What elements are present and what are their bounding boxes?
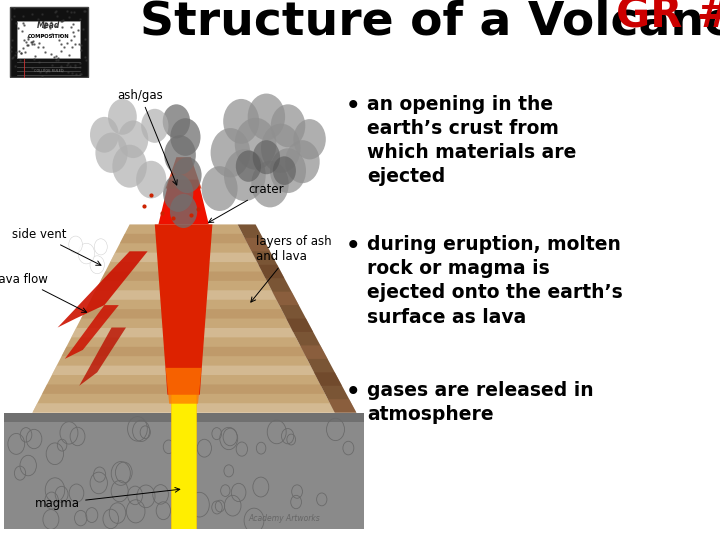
- Polygon shape: [79, 327, 126, 386]
- Text: layers of ash
and lava: layers of ash and lava: [251, 235, 331, 302]
- Text: Academy Artworks: Academy Artworks: [248, 514, 320, 523]
- Circle shape: [202, 166, 238, 211]
- Circle shape: [224, 149, 266, 201]
- Text: Mead: Mead: [37, 21, 60, 30]
- Polygon shape: [91, 291, 276, 300]
- Text: lava flow: lava flow: [0, 273, 86, 312]
- Circle shape: [285, 140, 320, 183]
- Circle shape: [118, 120, 148, 158]
- Polygon shape: [238, 225, 356, 413]
- Text: COLLEGE RULED: COLLEGE RULED: [34, 69, 63, 73]
- FancyBboxPatch shape: [0, 0, 720, 73]
- Polygon shape: [120, 234, 248, 243]
- Text: during eruption, molten
rock or magma is
ejected onto the earth’s
surface as lav: during eruption, molten rock or magma is…: [367, 235, 623, 327]
- Polygon shape: [328, 399, 356, 413]
- Circle shape: [248, 93, 285, 140]
- Circle shape: [294, 119, 325, 159]
- Polygon shape: [258, 265, 284, 278]
- Circle shape: [90, 256, 104, 274]
- Polygon shape: [81, 309, 287, 319]
- Circle shape: [108, 99, 137, 135]
- Polygon shape: [71, 328, 296, 338]
- Polygon shape: [314, 373, 342, 386]
- Circle shape: [68, 236, 82, 253]
- Circle shape: [273, 156, 296, 185]
- Polygon shape: [245, 238, 270, 251]
- Circle shape: [112, 145, 147, 188]
- Text: crater: crater: [209, 183, 284, 222]
- Polygon shape: [58, 251, 148, 327]
- Text: gases are released in
atmosphere: gases are released in atmosphere: [367, 381, 594, 424]
- Circle shape: [164, 135, 196, 174]
- Circle shape: [251, 161, 289, 207]
- Polygon shape: [171, 386, 196, 529]
- Circle shape: [223, 99, 259, 144]
- Text: GR #6: GR #6: [616, 0, 720, 36]
- Polygon shape: [158, 180, 209, 225]
- FancyBboxPatch shape: [17, 22, 80, 58]
- Polygon shape: [101, 272, 266, 281]
- Circle shape: [163, 104, 190, 138]
- Circle shape: [78, 243, 95, 264]
- FancyBboxPatch shape: [9, 7, 88, 77]
- Circle shape: [94, 239, 107, 255]
- Text: •: •: [346, 235, 360, 258]
- Text: side vent: side vent: [12, 228, 101, 265]
- Polygon shape: [32, 225, 335, 413]
- Circle shape: [163, 174, 193, 212]
- Polygon shape: [155, 225, 212, 395]
- Circle shape: [261, 124, 301, 173]
- Polygon shape: [4, 413, 364, 529]
- Polygon shape: [42, 384, 325, 394]
- Polygon shape: [32, 403, 335, 413]
- Circle shape: [95, 132, 128, 173]
- Circle shape: [235, 118, 276, 170]
- Text: ash/gas: ash/gas: [117, 89, 177, 185]
- Circle shape: [271, 104, 305, 147]
- Circle shape: [236, 151, 261, 182]
- Circle shape: [136, 161, 166, 198]
- Circle shape: [173, 157, 202, 193]
- Polygon shape: [62, 347, 305, 356]
- Text: Structure of a Volcano: Structure of a Volcano: [140, 0, 720, 44]
- Polygon shape: [166, 157, 202, 188]
- Circle shape: [210, 128, 251, 177]
- Circle shape: [253, 140, 280, 174]
- Polygon shape: [166, 368, 202, 404]
- Circle shape: [141, 109, 168, 143]
- Circle shape: [90, 117, 119, 153]
- Polygon shape: [4, 413, 364, 422]
- Circle shape: [170, 118, 200, 156]
- Text: •: •: [346, 381, 360, 404]
- Text: •: •: [346, 94, 360, 118]
- Text: COMPOSITION: COMPOSITION: [28, 33, 69, 38]
- Polygon shape: [110, 253, 257, 262]
- Polygon shape: [65, 305, 119, 359]
- Polygon shape: [52, 366, 315, 375]
- Polygon shape: [272, 292, 299, 305]
- Text: an opening in the
earth’s crust from
which materials are
ejected: an opening in the earth’s crust from whi…: [367, 94, 577, 186]
- Polygon shape: [300, 346, 328, 359]
- Text: magma: magma: [35, 488, 180, 510]
- Circle shape: [170, 194, 197, 228]
- Circle shape: [270, 148, 306, 193]
- Polygon shape: [287, 319, 313, 332]
